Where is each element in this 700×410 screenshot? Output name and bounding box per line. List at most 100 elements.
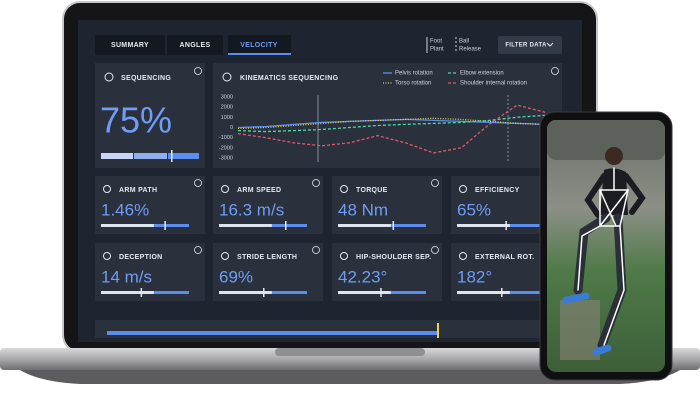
tab-label[interactable]: SUMMARY [111,42,149,49]
laptop-notch [275,348,425,356]
tab-active[interactable] [228,35,291,55]
y-tick-label: 1000 [221,115,233,121]
sequence-segment [134,153,167,159]
metric-cards: ARM PATH 1.46% ARM SPEED 16.3 m/s TORQUE 48 N… [95,176,561,301]
slider-range [153,291,189,294]
series-line [237,114,546,133]
info-icon[interactable] [194,246,202,254]
tab-underline [228,53,291,55]
legend-label: Pelvis rotation [395,71,433,77]
sequencing-value: 75% [100,100,172,141]
slider-track [338,224,426,227]
icon [221,252,229,260]
sequence-marker [171,150,173,162]
metric-value: 48 Nm [338,200,388,219]
slider-range [153,224,189,227]
timeline-marker[interactable] [437,323,439,338]
y-tick-label: -1000 [219,135,233,141]
slider-track [338,291,426,294]
tab-label[interactable]: ANGLES [180,42,211,49]
legend-label: Elbow extension [460,71,504,77]
dropdown-icon [546,42,554,47]
timeline-progress [107,331,438,335]
slider-thumb [263,288,265,297]
slider-track [101,291,189,294]
tab[interactable] [95,35,165,55]
slider-range [509,291,545,294]
card [213,63,562,168]
info-icon[interactable] [551,67,559,75]
metric-value: 69% [219,267,253,286]
card-title: ARM SPEED [237,187,281,194]
athlete [562,147,646,356]
slider-thumb [285,221,287,230]
icon [103,252,111,260]
line-chart: 3000 2000 1000 0 -1000 -2000 -3000 Pelvis rotat… [219,71,546,161]
icon [340,252,348,260]
y-tick-label: 0 [230,125,233,131]
icon [104,72,114,82]
slider-range [390,291,426,294]
metric-value: 65% [457,200,491,219]
info-icon[interactable] [194,67,202,75]
tab[interactable] [167,35,223,55]
filter-button[interactable] [498,36,562,54]
marker-label: Release [459,47,482,53]
slider-range [509,224,545,227]
card-title: SEQUENCING [121,75,171,82]
card-title: ARM PATH [119,187,157,194]
slider-track [219,224,307,227]
background-wall [547,120,665,160]
legend-label: Shoulder internal rotation [460,81,527,87]
sequence-segment [168,153,199,159]
y-tick-label: -2000 [219,145,233,151]
info-icon[interactable] [431,179,439,187]
icon [340,185,348,193]
tab-label[interactable]: VELOCITY [240,42,277,49]
card [95,63,205,168]
series-line [237,118,546,129]
metric-value: 1.46% [101,200,149,219]
slider-thumb [505,221,507,230]
slider-thumb [380,288,382,297]
y-tick-label: 3000 [221,94,233,100]
metric-value: 16.3 m/s [219,200,284,219]
slider-thumb [501,288,503,297]
icon [103,185,111,193]
marker-label: Foot [430,39,442,45]
card-title: TORQUE [356,187,388,194]
y-tick-label: -3000 [219,155,233,161]
card-title: HIP-SHOULDER SEP. [356,254,431,261]
slider-thumb [164,221,166,230]
series-line [237,104,546,154]
icon [459,252,467,260]
slider-range [390,224,426,227]
laptop-base [0,348,700,370]
icon [221,185,229,193]
icon [222,72,232,82]
card-title: EFFICIENCY [475,187,520,194]
info-icon[interactable] [312,246,320,254]
metric-value: 14 m/s [101,267,152,286]
slider-range [271,224,307,227]
icon [459,185,467,193]
metric-value: 42.23° [338,267,387,286]
filter-button-label[interactable]: FILTER DATA [505,43,547,49]
marker-label: Ball [459,39,469,45]
laptop-base-bottom [20,370,680,384]
card-title: DECEPTION [119,254,163,261]
metric-value: 182° [457,267,492,286]
slider-thumb [392,221,395,230]
info-icon[interactable] [312,179,320,187]
info-icon[interactable] [431,246,439,254]
slider-track [101,224,189,227]
slider-range [271,291,307,294]
legend-label: Torso rotation [395,81,431,87]
marker-label: Plant [430,47,444,53]
timeline [95,320,562,338]
info-icon[interactable] [194,179,202,187]
card-title: KINEMATICS SEQUENCING [240,75,339,82]
y-tick-label: 2000 [221,105,233,111]
card-title: EXTERNAL ROT. [475,254,534,261]
